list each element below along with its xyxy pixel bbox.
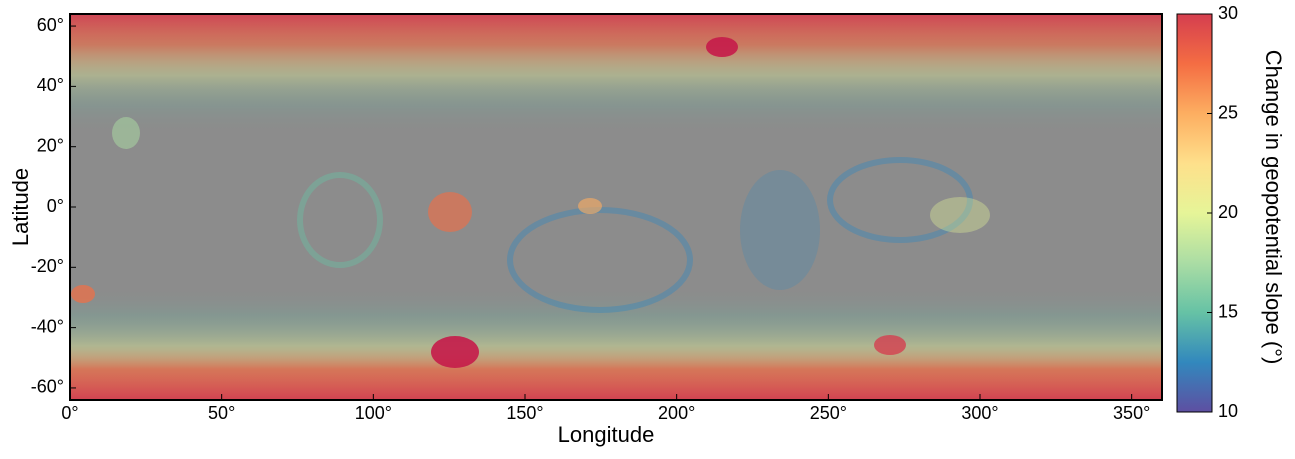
x-tick-label: 50° — [208, 403, 235, 423]
y-tick-label: 20° — [37, 135, 64, 155]
colorbar-label: Change in geopotential slope (°) — [1261, 50, 1286, 365]
colorbar-tick-label: 30 — [1218, 3, 1238, 23]
y-tick-label: -40° — [31, 316, 64, 336]
colorbar — [1176, 13, 1213, 413]
x-tick-label: 250° — [810, 403, 847, 423]
x-tick-label: 100° — [355, 403, 392, 423]
y-axis-label: Latitude — [8, 168, 33, 246]
x-tick-label: 150° — [506, 403, 543, 423]
x-tick-label: 300° — [961, 403, 998, 423]
colorbar-tick-label: 20 — [1218, 202, 1238, 222]
y-tick-label: -60° — [31, 377, 64, 397]
map-image — [70, 14, 1162, 400]
colorbar-tick-label: 10 — [1218, 401, 1238, 421]
y-tick-label: 40° — [37, 75, 64, 95]
colorbar-tick-label: 25 — [1218, 102, 1238, 122]
y-tick-label: 60° — [37, 15, 64, 35]
x-tick-label: 0° — [61, 403, 78, 423]
x-tick-label: 200° — [658, 403, 695, 423]
colorbar-tick-label: 15 — [1218, 301, 1238, 321]
x-axis-label: Longitude — [558, 422, 655, 447]
x-tick-label: 350° — [1113, 403, 1150, 423]
y-tick-label: -20° — [31, 256, 64, 276]
y-tick-label: 0° — [47, 196, 64, 216]
